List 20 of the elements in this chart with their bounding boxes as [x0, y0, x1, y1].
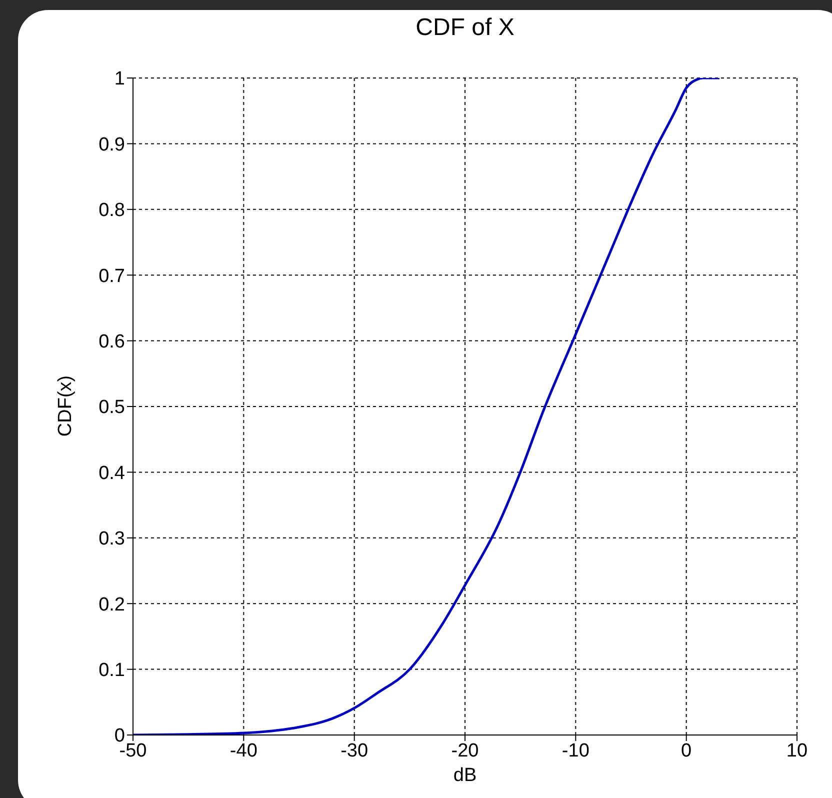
x-tick-label: -40	[230, 740, 258, 762]
y-tick-label: 0.9	[98, 134, 125, 156]
y-tick-label: 0.6	[98, 332, 125, 353]
x-tick-label: 0	[681, 740, 692, 762]
y-tick-label: 0.3	[98, 528, 125, 550]
y-tick-label: 0.4	[98, 462, 126, 484]
y-tick-label: 0.1	[98, 660, 125, 682]
y-tick-label: 1	[114, 68, 125, 90]
x-axis-title: dB	[452, 765, 478, 787]
y-tick-label: 0.8	[98, 200, 125, 222]
y-axis-title: CDF(x)	[55, 375, 77, 437]
y-tick-label: 0.2	[98, 594, 125, 616]
y-tick-label: 0.5	[98, 397, 125, 418]
y-tick-label: 0	[114, 726, 125, 747]
x-tick-label: -20	[451, 740, 479, 762]
chart-title: CDF of X	[414, 14, 516, 42]
x-tick-label: 10	[786, 740, 808, 762]
x-tick-label: -30	[340, 740, 368, 762]
x-tick-label: -10	[562, 740, 590, 762]
y-tick-label: 0.7	[98, 266, 125, 287]
